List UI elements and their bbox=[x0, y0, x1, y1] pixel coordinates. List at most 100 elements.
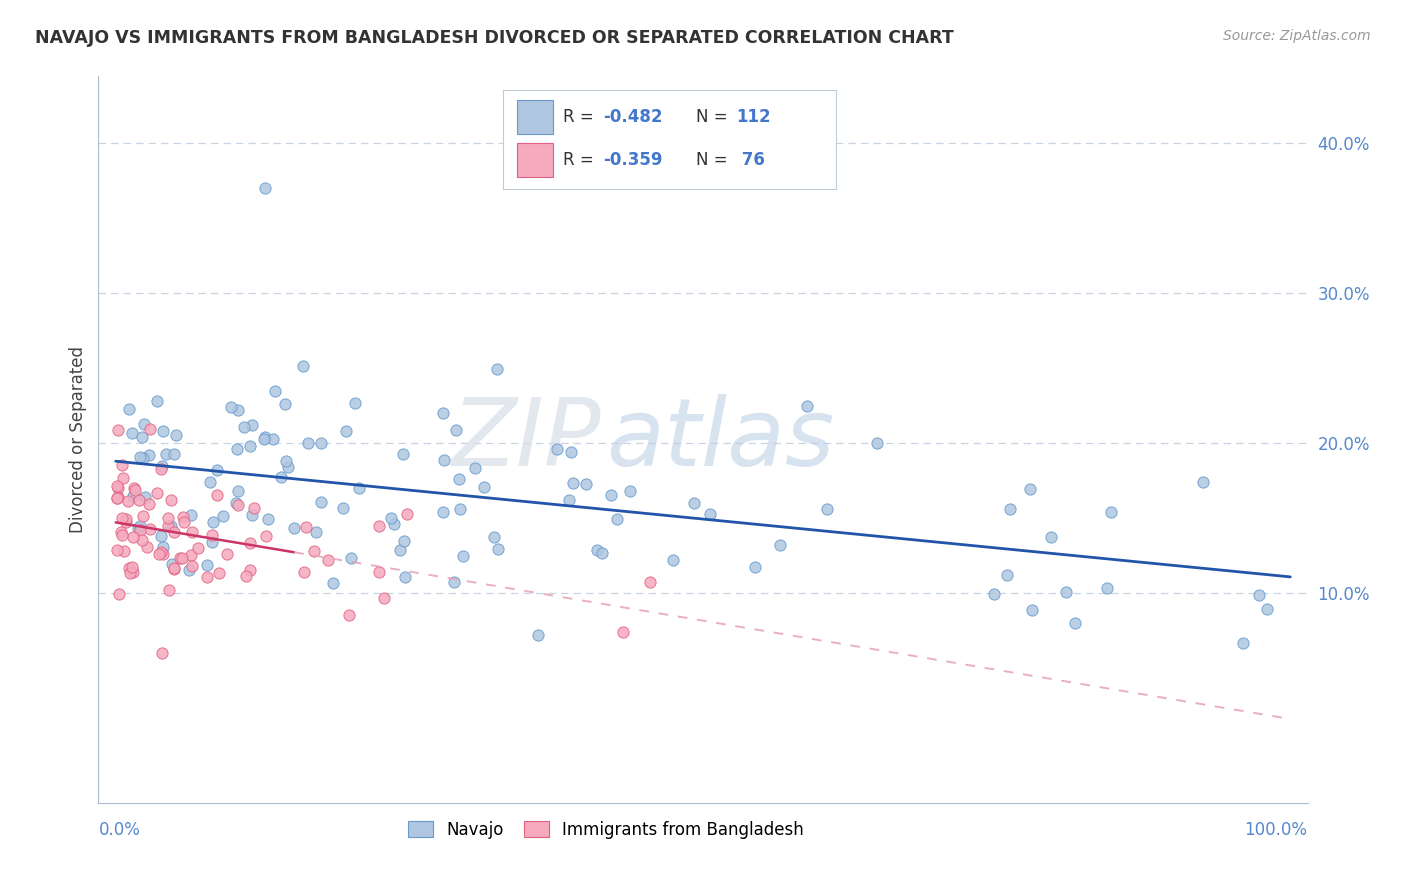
Point bbox=[157, 519, 180, 533]
Point bbox=[433, 453, 456, 467]
Point bbox=[866, 436, 889, 450]
Text: atlas: atlas bbox=[606, 393, 835, 485]
Point bbox=[240, 417, 263, 432]
Point bbox=[131, 533, 153, 548]
Point bbox=[662, 553, 685, 567]
Point bbox=[124, 483, 146, 497]
Point bbox=[302, 544, 325, 558]
Point bbox=[131, 430, 153, 444]
Point bbox=[152, 424, 174, 438]
Point bbox=[546, 442, 568, 456]
Point bbox=[297, 436, 319, 450]
Text: 100.0%: 100.0% bbox=[1244, 821, 1308, 838]
Point bbox=[172, 551, 194, 566]
Point bbox=[347, 481, 370, 495]
Point bbox=[292, 565, 315, 579]
Point bbox=[160, 558, 183, 572]
Point bbox=[295, 519, 318, 533]
Point bbox=[316, 552, 339, 566]
Point bbox=[160, 493, 183, 508]
Point bbox=[367, 519, 389, 533]
Point bbox=[1000, 502, 1022, 516]
Point bbox=[527, 628, 550, 642]
Point bbox=[1018, 482, 1040, 496]
Point bbox=[163, 562, 186, 576]
Point bbox=[482, 530, 505, 544]
Point bbox=[217, 548, 239, 562]
Point bbox=[107, 587, 129, 601]
Point bbox=[254, 529, 277, 543]
Point bbox=[744, 559, 766, 574]
Point bbox=[292, 359, 315, 373]
Point bbox=[112, 543, 135, 558]
Point bbox=[152, 541, 174, 555]
Point bbox=[208, 566, 231, 581]
Point bbox=[432, 406, 454, 420]
Point bbox=[152, 547, 174, 561]
Point bbox=[114, 512, 136, 526]
Point bbox=[115, 515, 138, 529]
Point bbox=[180, 548, 202, 562]
Point bbox=[138, 497, 160, 511]
Point bbox=[212, 509, 235, 524]
Point bbox=[638, 575, 661, 590]
Point bbox=[311, 436, 333, 450]
Point bbox=[382, 516, 405, 531]
Point bbox=[122, 530, 145, 544]
Point bbox=[322, 576, 344, 591]
Point bbox=[150, 646, 173, 660]
Point bbox=[117, 494, 139, 508]
Point bbox=[146, 486, 169, 500]
Point bbox=[226, 498, 249, 512]
Point bbox=[373, 591, 395, 605]
Text: Source: ZipAtlas.com: Source: ZipAtlas.com bbox=[1223, 29, 1371, 44]
Point bbox=[983, 587, 1005, 601]
Point bbox=[309, 495, 332, 509]
Point bbox=[239, 563, 262, 577]
Point bbox=[105, 479, 128, 493]
Point bbox=[157, 583, 180, 598]
Point bbox=[111, 511, 134, 525]
Point bbox=[163, 447, 186, 461]
Point bbox=[391, 447, 413, 461]
Point bbox=[160, 519, 183, 533]
Point bbox=[335, 425, 357, 439]
Point bbox=[205, 463, 228, 477]
Point bbox=[138, 448, 160, 462]
Point bbox=[585, 542, 607, 557]
Point bbox=[198, 475, 221, 490]
Point bbox=[226, 484, 249, 499]
Point bbox=[128, 450, 150, 465]
Point bbox=[1056, 585, 1078, 599]
Point bbox=[128, 492, 150, 507]
Point bbox=[110, 525, 132, 540]
Point bbox=[127, 521, 149, 535]
Point bbox=[195, 558, 218, 572]
Point bbox=[132, 450, 155, 465]
Point bbox=[283, 521, 305, 535]
Point bbox=[219, 401, 242, 415]
Point bbox=[105, 491, 128, 505]
Point bbox=[253, 432, 276, 446]
Point bbox=[449, 502, 471, 516]
Point bbox=[253, 430, 276, 444]
Point bbox=[128, 523, 150, 537]
Legend: Navajo, Immigrants from Bangladesh: Navajo, Immigrants from Bangladesh bbox=[402, 814, 811, 846]
Point bbox=[107, 490, 129, 504]
Point bbox=[111, 528, 134, 542]
Point bbox=[202, 515, 225, 529]
Point bbox=[263, 384, 285, 398]
Point bbox=[619, 483, 641, 498]
Point bbox=[562, 475, 585, 490]
Point bbox=[612, 624, 634, 639]
Text: 0.0%: 0.0% bbox=[98, 821, 141, 838]
Point bbox=[122, 565, 145, 579]
Point bbox=[148, 547, 170, 561]
Point bbox=[332, 501, 354, 516]
Point bbox=[172, 510, 194, 524]
Point bbox=[163, 561, 186, 575]
Point bbox=[150, 462, 173, 476]
Point bbox=[449, 473, 471, 487]
Point bbox=[107, 491, 129, 505]
Point bbox=[488, 541, 510, 556]
